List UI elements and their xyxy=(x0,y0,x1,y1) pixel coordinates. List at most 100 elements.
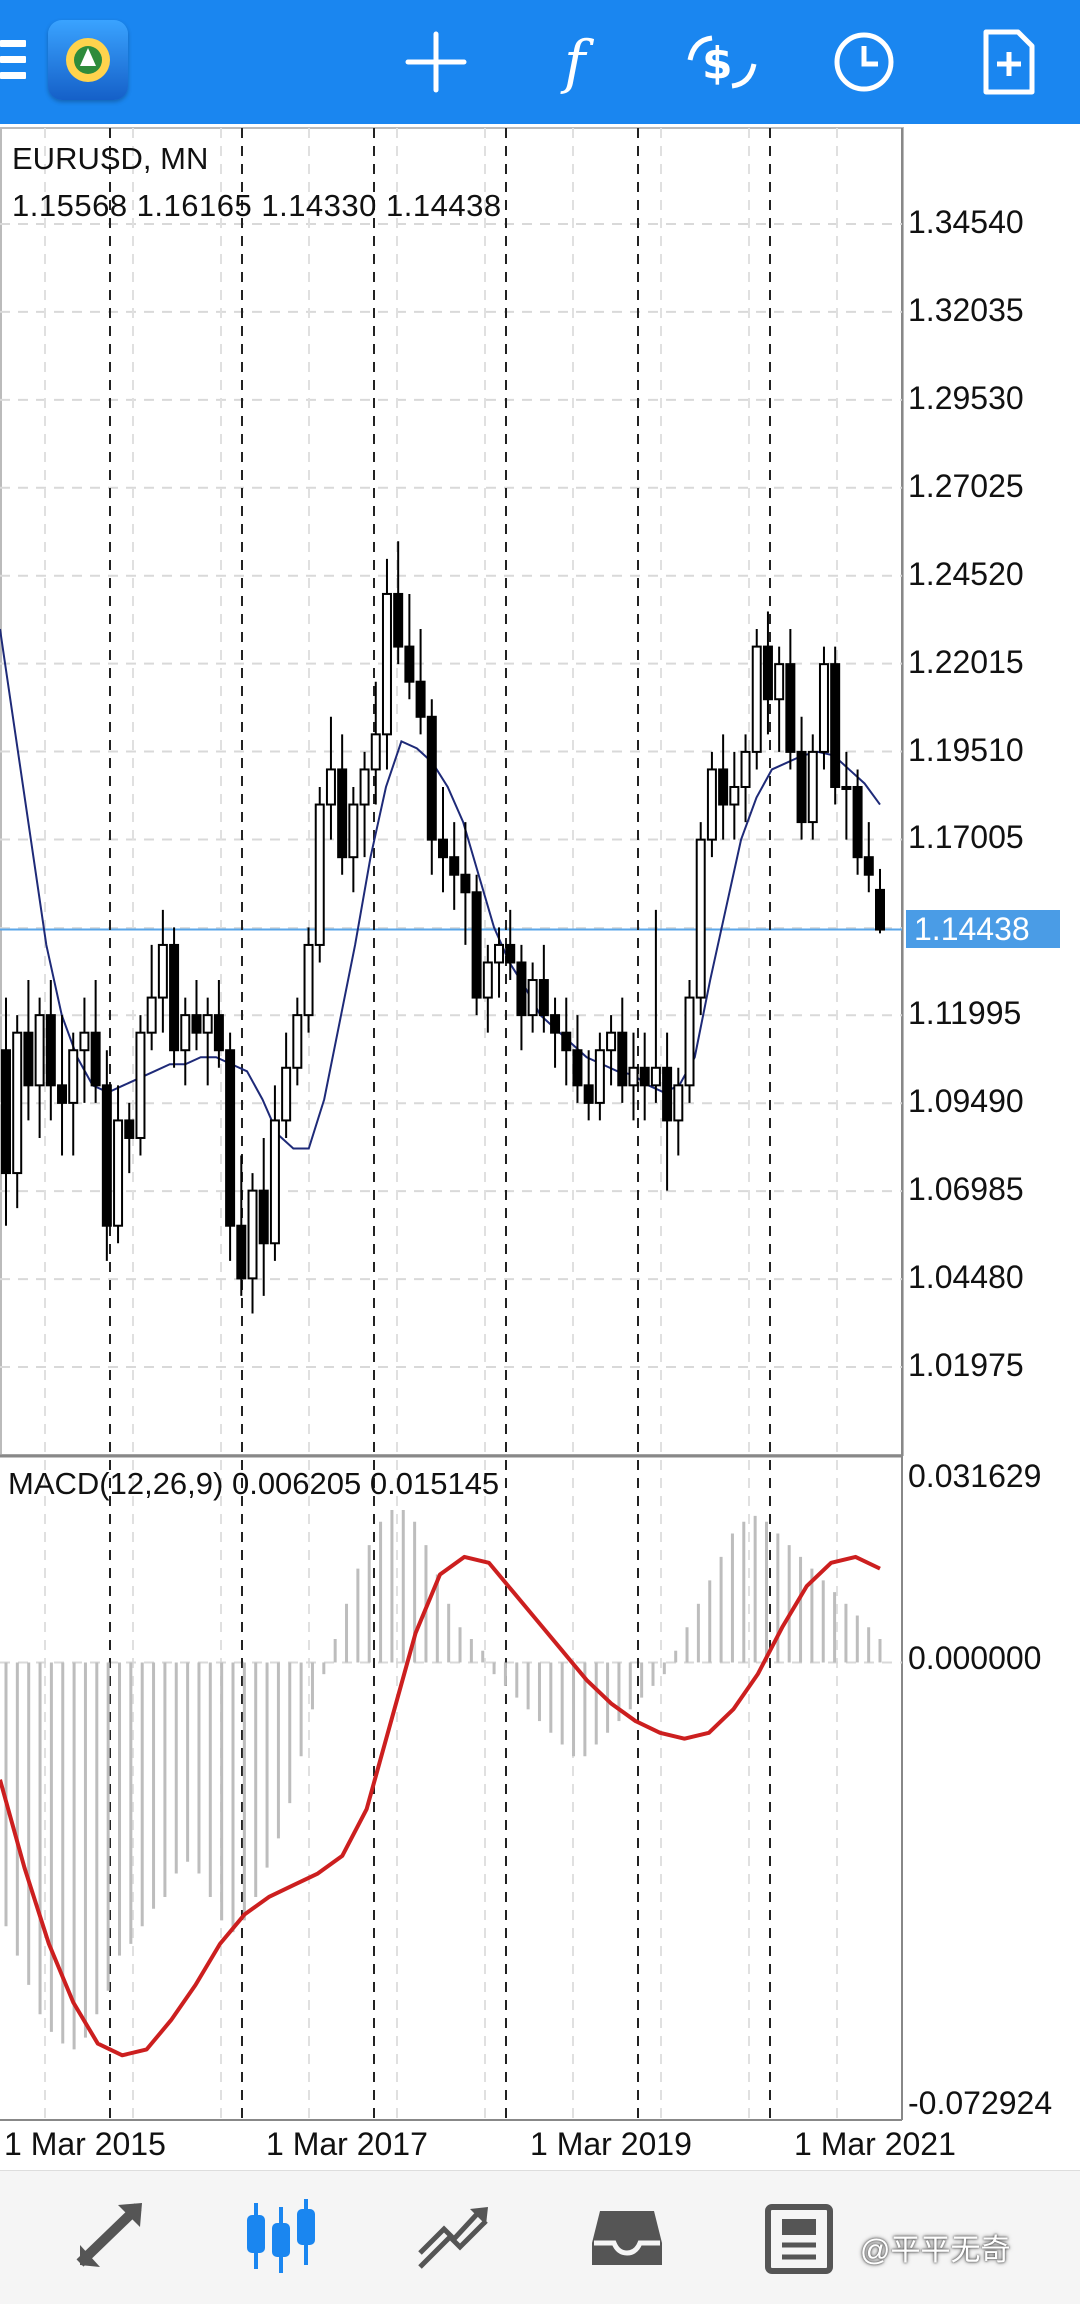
candle xyxy=(1,1049,11,1175)
candle xyxy=(113,1119,124,1227)
symbol-button[interactable]: $ xyxy=(680,20,764,104)
candle xyxy=(639,1066,650,1087)
candle xyxy=(23,1031,34,1087)
candle xyxy=(538,979,549,1017)
candle xyxy=(516,961,527,1017)
candle xyxy=(863,856,874,876)
candle xyxy=(818,663,829,753)
candle xyxy=(482,961,493,999)
macd-axis-zero: 0.000000 xyxy=(908,1640,1042,1676)
price-axis-label: 1.01975 xyxy=(908,1347,1024,1383)
candle xyxy=(57,1084,68,1104)
svg-text:$: $ xyxy=(702,38,733,89)
crosshair-button[interactable] xyxy=(394,20,478,104)
chart-grid xyxy=(0,127,904,2121)
nav-quotes[interactable] xyxy=(66,2191,156,2281)
candle xyxy=(180,1014,191,1052)
nav-chart[interactable] xyxy=(236,2191,326,2281)
candle xyxy=(370,733,381,771)
price-axis-label: 1.32035 xyxy=(908,291,1024,328)
svg-text:f: f xyxy=(560,28,595,96)
candle xyxy=(281,1066,292,1122)
candle xyxy=(124,1119,135,1139)
candlesticks xyxy=(1,541,885,1314)
candle xyxy=(337,768,348,859)
chart-ohlc: 1.15568 1.16165 1.14330 1.14438 xyxy=(12,188,502,223)
candle xyxy=(404,645,415,683)
price-chart[interactable] xyxy=(0,124,1080,2170)
new-order-button[interactable] xyxy=(966,20,1050,104)
candle xyxy=(628,1066,639,1087)
price-axis-label: 1.29530 xyxy=(908,379,1024,416)
current-price-tag: 1.14438 xyxy=(906,910,1060,948)
candle xyxy=(875,888,885,931)
candle xyxy=(303,943,314,1017)
candle xyxy=(314,803,325,946)
candle xyxy=(662,1066,673,1122)
candle xyxy=(673,1084,684,1122)
candle xyxy=(213,1014,224,1052)
candle xyxy=(527,979,538,1017)
candle xyxy=(550,1014,561,1034)
candle xyxy=(796,750,807,824)
candle xyxy=(830,663,841,788)
candle xyxy=(348,803,359,859)
candle xyxy=(68,1049,79,1104)
moving-average-line xyxy=(0,628,881,1150)
candle xyxy=(684,996,695,1087)
macd-signal-line xyxy=(0,1554,881,2058)
candle xyxy=(505,943,516,964)
price-axis-label: 1.24520 xyxy=(908,555,1024,592)
candle xyxy=(572,1049,583,1087)
nav-history[interactable] xyxy=(582,2191,672,2281)
candle xyxy=(191,1014,202,1034)
macd-signal xyxy=(0,1554,881,2058)
candle xyxy=(45,1014,56,1087)
candle xyxy=(594,1049,605,1104)
candle xyxy=(225,1049,236,1227)
candle xyxy=(650,1066,661,1087)
candle xyxy=(34,1014,45,1087)
candle xyxy=(807,750,818,824)
candle xyxy=(12,1031,23,1175)
timeframe-button[interactable] xyxy=(822,20,906,104)
candle xyxy=(269,1119,280,1245)
toolbar: f $ xyxy=(0,0,1080,124)
nav-trade[interactable] xyxy=(408,2191,498,2281)
price-axis-label: 1.04480 xyxy=(908,1259,1024,1296)
price-axis-label: 1.19510 xyxy=(908,731,1024,768)
candle xyxy=(426,715,437,841)
nav-messages[interactable] xyxy=(756,2191,846,2281)
candle xyxy=(583,1084,594,1104)
app-logo xyxy=(48,20,128,100)
candle xyxy=(740,750,751,788)
moving-average xyxy=(0,628,881,1150)
candle xyxy=(695,838,706,999)
time-label: 1 Mar 2015 xyxy=(4,2126,166,2162)
candle xyxy=(852,785,863,859)
macd-axis-bottom: -0.072924 xyxy=(908,2085,1053,2121)
indicators-button[interactable]: f xyxy=(536,20,620,104)
candle xyxy=(785,663,796,753)
candle xyxy=(381,592,392,736)
macd-axis-top: 0.031629 xyxy=(908,1458,1042,1494)
candle xyxy=(606,1031,617,1052)
price-axis-label: 1.27025 xyxy=(908,467,1024,504)
price-axis-label: 1.06985 xyxy=(908,1171,1024,1208)
candle xyxy=(146,996,157,1034)
candle xyxy=(236,1224,247,1280)
candle xyxy=(841,785,852,790)
candle xyxy=(729,785,740,806)
price-axis-label: 1.11995 xyxy=(908,995,1022,1032)
menu-icon[interactable] xyxy=(0,40,26,80)
candle xyxy=(471,891,482,999)
candle xyxy=(247,1189,258,1280)
candle xyxy=(157,943,168,999)
candle xyxy=(751,645,762,753)
price-axis-label: 1.09490 xyxy=(908,1083,1024,1120)
candle xyxy=(202,1014,213,1034)
candle xyxy=(135,1031,146,1139)
price-panel-border xyxy=(0,127,904,1456)
candle xyxy=(494,943,505,964)
chart-symbol: EURUSD, MN xyxy=(12,141,209,176)
